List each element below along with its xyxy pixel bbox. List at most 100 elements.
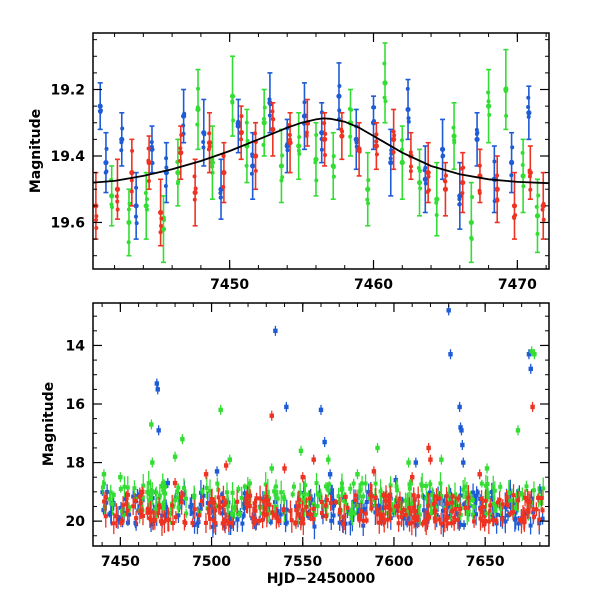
- band-point: [382, 512, 387, 533]
- data-point: [463, 505, 468, 510]
- band-point: [528, 516, 533, 535]
- data-point: [301, 521, 306, 526]
- band-point: [329, 511, 334, 530]
- data-point: [369, 506, 374, 511]
- data-point: [173, 498, 178, 503]
- band-point: [311, 512, 316, 525]
- data-point: [521, 512, 526, 517]
- data-point: [462, 502, 467, 507]
- data-point: [296, 497, 301, 502]
- outlier-point: [446, 308, 451, 313]
- band-point: [210, 488, 215, 510]
- data-subpoint: [120, 126, 125, 131]
- data-point: [323, 503, 328, 508]
- band-point: [394, 480, 399, 493]
- data-point: [442, 186, 449, 192]
- data-point: [320, 513, 325, 518]
- data-point: [114, 513, 119, 518]
- data-point: [293, 521, 298, 526]
- data-subpoint: [164, 156, 169, 161]
- data-subpoint: [218, 195, 223, 200]
- data-point: [212, 500, 217, 505]
- band-point: [443, 497, 448, 519]
- data-subpoint: [383, 99, 388, 104]
- model-curve: [93, 117, 549, 185]
- data-subpoint: [391, 129, 396, 134]
- data-subpoint: [527, 168, 532, 173]
- top-series-2-point-21: [442, 161, 449, 217]
- band-point: [223, 498, 228, 507]
- data-point: [426, 503, 431, 508]
- data-point: [133, 203, 139, 209]
- outlier-point: [457, 404, 462, 410]
- band-point: [173, 493, 178, 507]
- data-point: [448, 513, 453, 518]
- band-point: [300, 500, 305, 520]
- band-point: [114, 503, 119, 529]
- data-subpoint: [474, 131, 479, 136]
- band-point: [387, 500, 392, 517]
- data-subpoint: [348, 134, 353, 139]
- bottom-series-0-outlier-9: [327, 469, 333, 480]
- data-point: [125, 508, 130, 513]
- top-panel-axes: 7450 7460 7470 19.2 19.4 19.6: [50, 33, 549, 293]
- data-point: [500, 502, 505, 507]
- band-point: [500, 499, 505, 510]
- data-subpoint: [270, 109, 275, 114]
- data-subpoint: [114, 194, 119, 199]
- data-point: [208, 516, 213, 521]
- bottom-series-0-outlier-16: [459, 425, 464, 436]
- data-point: [478, 507, 483, 512]
- data-subpoint: [193, 186, 198, 191]
- band-point: [121, 496, 126, 515]
- band-point: [149, 492, 154, 513]
- data-point: [267, 502, 272, 507]
- data-point: [382, 520, 387, 525]
- data-point: [427, 515, 432, 520]
- data-point: [442, 498, 447, 503]
- data-subpoint: [296, 148, 301, 153]
- data-point: [319, 499, 324, 504]
- outlier-point: [311, 457, 316, 462]
- data-subpoint: [477, 191, 482, 196]
- band-point: [311, 504, 316, 514]
- band-point: [100, 480, 105, 495]
- data-subpoint: [94, 217, 99, 222]
- outlier-point: [154, 381, 160, 386]
- data-subpoint: [178, 159, 183, 164]
- data-point: [210, 524, 215, 529]
- outlier-point: [269, 413, 274, 418]
- band-point: [345, 503, 350, 513]
- band-point: [450, 507, 455, 515]
- data-point: [445, 501, 450, 506]
- data-point: [221, 495, 226, 500]
- data-point: [498, 484, 503, 489]
- bottom-series-0-outlier-13: [448, 349, 453, 360]
- band-point: [213, 506, 218, 515]
- data-point: [247, 490, 252, 495]
- data-subpoint: [323, 153, 328, 158]
- top-series-2-point-13: [304, 98, 310, 147]
- data-point: [428, 482, 433, 487]
- band-point: [279, 480, 284, 504]
- bottom-series-2-outlier-10: [426, 442, 431, 453]
- band-point: [183, 518, 188, 528]
- outlier-point: [149, 422, 154, 427]
- data-subpoint: [418, 186, 423, 191]
- y-tick-label: 18: [66, 456, 85, 472]
- band-point: [320, 507, 325, 525]
- data-point: [100, 485, 105, 490]
- band-point: [134, 510, 139, 526]
- top-series-1-point-12: [313, 121, 319, 197]
- data-subpoint: [365, 197, 370, 202]
- data-point: [209, 160, 215, 166]
- band-point: [456, 494, 461, 503]
- band-point: [140, 506, 145, 526]
- data-point: [484, 511, 489, 516]
- data-subpoint: [337, 108, 342, 113]
- data-subpoint: [526, 104, 531, 109]
- band-point: [497, 491, 502, 509]
- data-subpoint: [253, 168, 258, 173]
- data-point: [458, 522, 463, 527]
- data-subpoint: [144, 207, 149, 212]
